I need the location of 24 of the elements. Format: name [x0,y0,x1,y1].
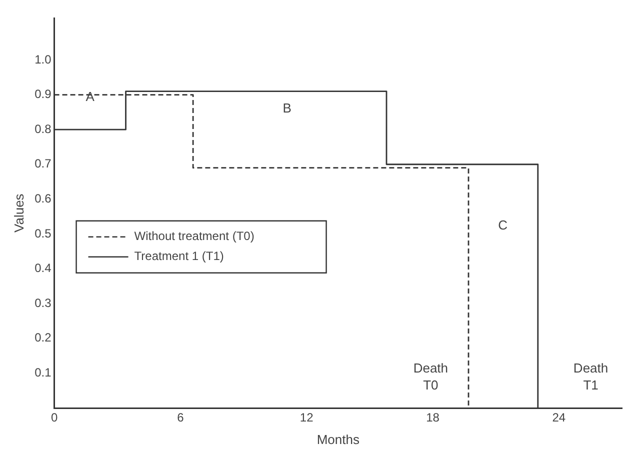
x-tick-label: 12 [300,410,314,425]
y-tick-label: 0.9 [34,87,52,102]
legend-label: Without treatment (T0) [134,229,254,244]
annotation: Death T0 [413,360,448,392]
y-axis-title: Values [11,193,26,232]
y-tick-label: 0.4 [34,261,52,276]
x-tick-label: 18 [426,410,440,425]
x-axis-title: Months [316,432,360,447]
legend-label: Treatment 1 (T1) [134,249,224,264]
y-tick-label: 0.8 [34,122,52,136]
y-tick-label: 0.7 [34,156,52,171]
x-tick-label: 24 [552,410,566,425]
y-tick-label: 0.5 [34,226,52,240]
x-tick-label: 0 [50,410,58,425]
y-tick-label: 0.3 [34,296,52,310]
y-tick-label: 0.1 [34,366,52,380]
annotation: C [498,218,508,233]
x-tick-label: 6 [177,410,184,425]
y-tick-label: 1.0 [34,52,52,66]
annotation: Death T1 [573,360,608,392]
y-tick-label: 0.2 [34,330,52,345]
annotation: A [86,89,95,104]
y-tick-label: 0.6 [34,191,52,206]
annotation: B [282,100,292,116]
